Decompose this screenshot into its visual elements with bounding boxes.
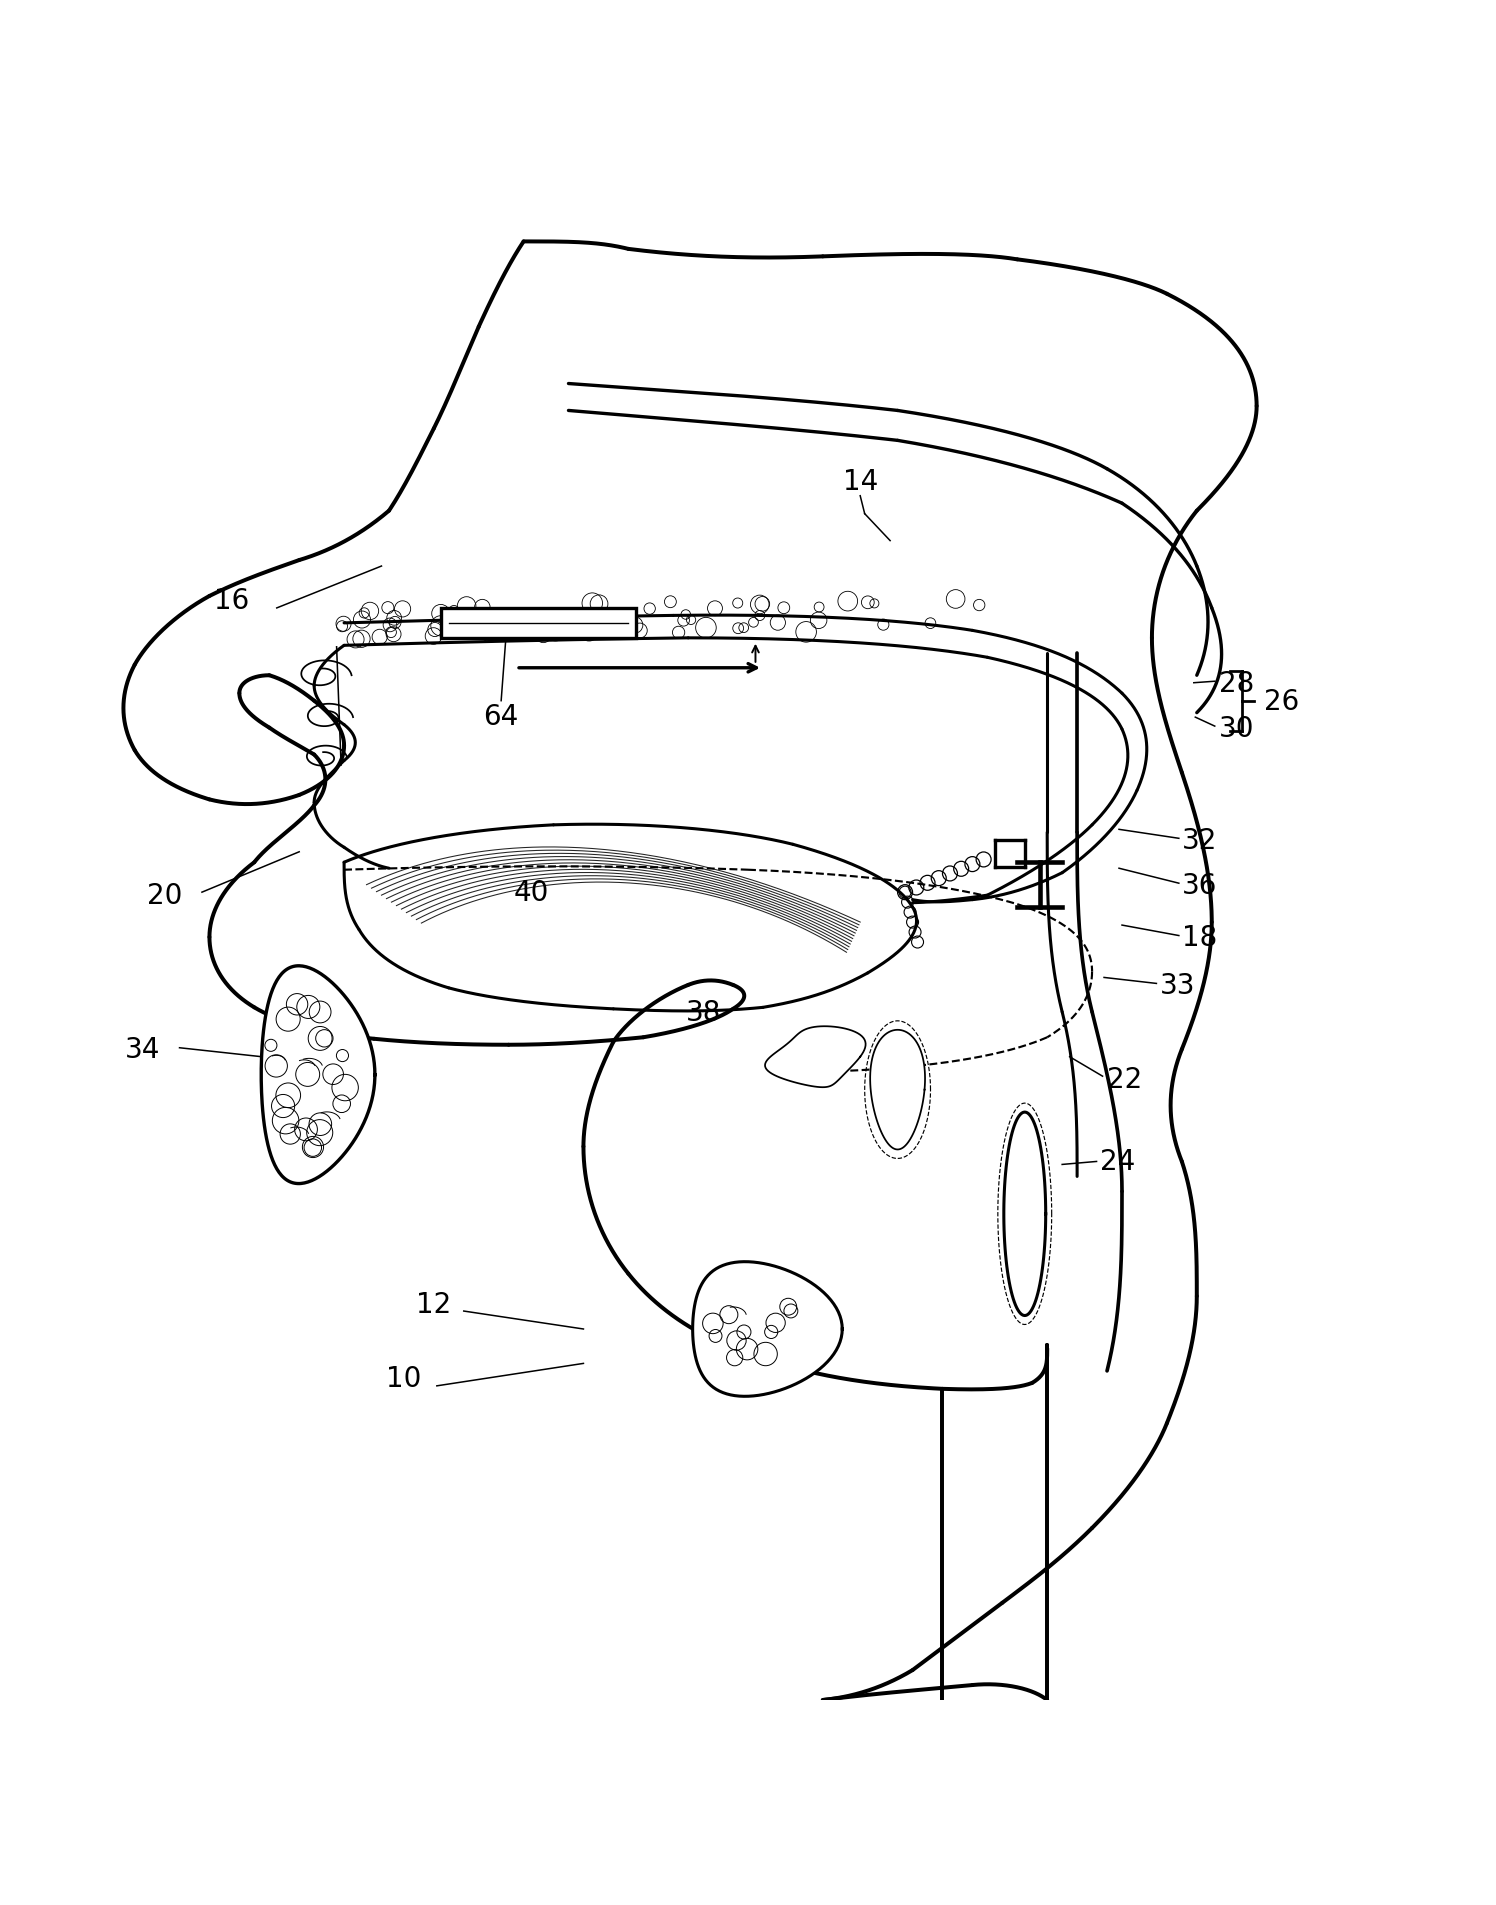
Bar [441, 608, 636, 638]
Text: 30: 30 [1219, 714, 1255, 743]
Text: 36: 36 [1182, 871, 1218, 899]
Text: 16: 16 [214, 587, 250, 615]
Text: 14: 14 [842, 467, 878, 495]
Polygon shape [262, 966, 375, 1183]
Text: 12: 12 [416, 1290, 452, 1318]
Text: 22: 22 [1107, 1065, 1143, 1093]
Text: 10: 10 [386, 1364, 422, 1393]
Text: 28: 28 [1219, 669, 1255, 697]
Polygon shape [764, 1027, 866, 1088]
Text: 34: 34 [124, 1036, 160, 1063]
Text: 26: 26 [1264, 688, 1300, 714]
Text: 20: 20 [147, 882, 183, 911]
Text: 40: 40 [513, 878, 549, 907]
Text: 32: 32 [1182, 827, 1218, 853]
Polygon shape [693, 1261, 842, 1396]
Text: 38: 38 [685, 998, 721, 1027]
Text: 18: 18 [1182, 924, 1218, 951]
Text: 24: 24 [1100, 1149, 1135, 1175]
Polygon shape [1004, 1113, 1046, 1316]
Polygon shape [871, 1031, 925, 1151]
Text: 33: 33 [1159, 972, 1195, 1000]
Text: 64: 64 [483, 703, 519, 730]
